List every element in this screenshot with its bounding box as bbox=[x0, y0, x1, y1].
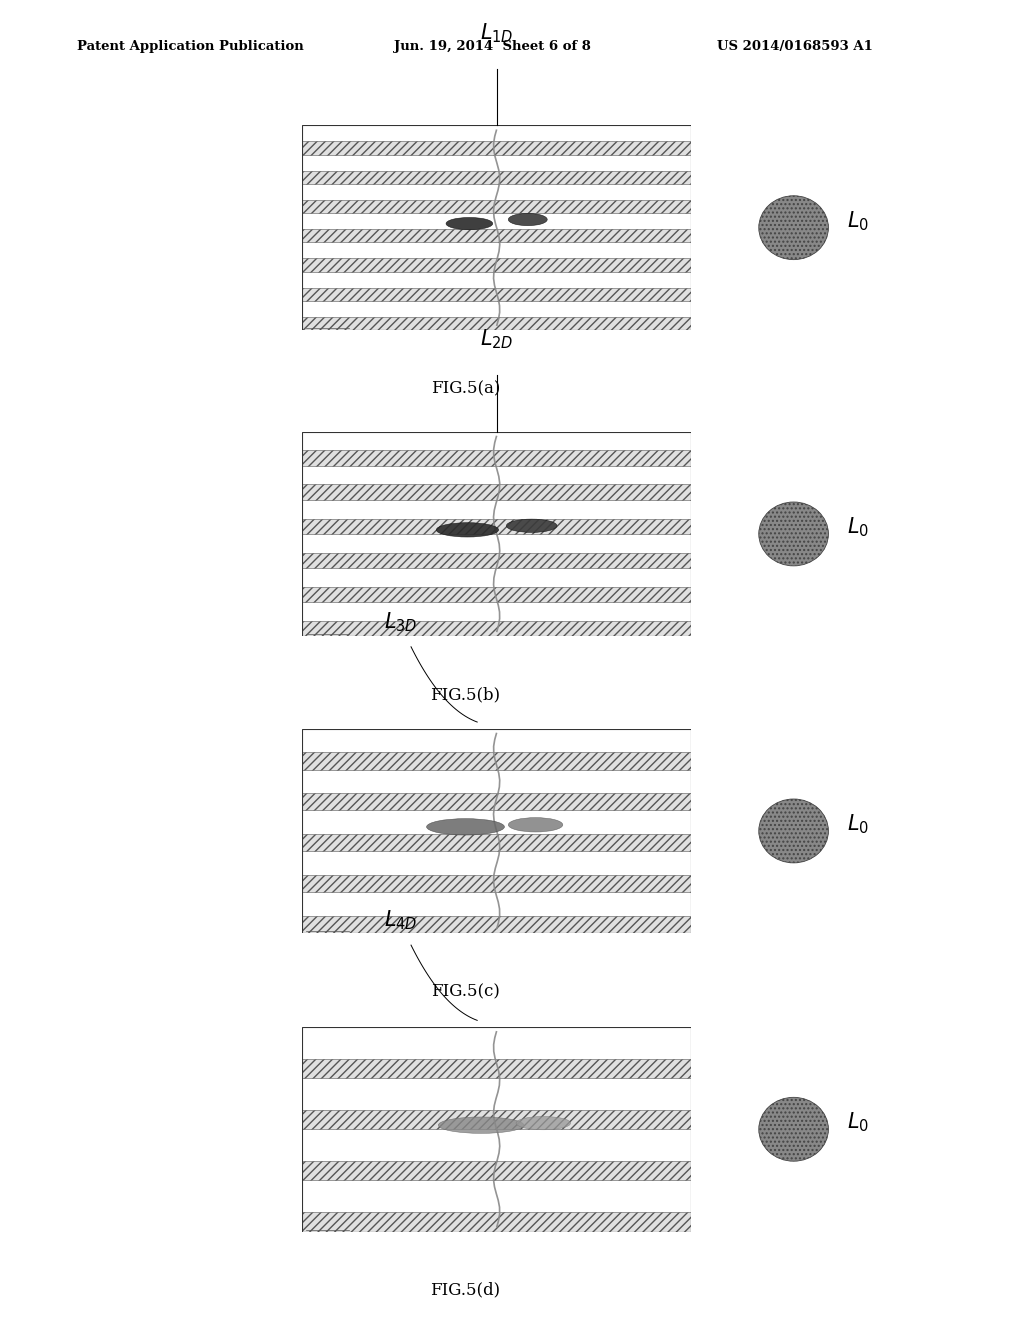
Bar bbox=[302, 484, 691, 500]
Ellipse shape bbox=[508, 817, 563, 832]
Text: Patent Application Publication: Patent Application Publication bbox=[77, 40, 303, 53]
Bar bbox=[302, 317, 691, 330]
Bar bbox=[302, 1162, 691, 1180]
Bar bbox=[302, 1212, 691, 1232]
Bar bbox=[302, 1110, 691, 1129]
Text: $L_{3D}$: $L_{3D}$ bbox=[384, 610, 417, 634]
Bar bbox=[302, 230, 691, 243]
Text: US 2014/0168593 A1: US 2014/0168593 A1 bbox=[717, 40, 872, 53]
Text: $L_0$: $L_0$ bbox=[847, 516, 868, 539]
Ellipse shape bbox=[759, 195, 828, 260]
Ellipse shape bbox=[516, 1117, 570, 1130]
Text: FIG.5(b): FIG.5(b) bbox=[430, 686, 501, 704]
Text: Jun. 19, 2014  Sheet 6 of 8: Jun. 19, 2014 Sheet 6 of 8 bbox=[394, 40, 591, 53]
Text: FIG.5(a): FIG.5(a) bbox=[431, 380, 500, 397]
Ellipse shape bbox=[759, 1097, 828, 1162]
Bar bbox=[302, 450, 691, 466]
Text: $L_0$: $L_0$ bbox=[847, 1111, 868, 1134]
Bar bbox=[302, 916, 691, 933]
Bar bbox=[302, 170, 691, 183]
Text: $L_{4D}$: $L_{4D}$ bbox=[384, 908, 418, 932]
Bar bbox=[302, 620, 691, 636]
Ellipse shape bbox=[759, 502, 828, 566]
Text: $L_{2D}$: $L_{2D}$ bbox=[480, 327, 513, 351]
Bar bbox=[302, 793, 691, 810]
Bar bbox=[302, 141, 691, 154]
Ellipse shape bbox=[508, 214, 547, 226]
Bar bbox=[302, 519, 691, 535]
Text: $L_{1D}$: $L_{1D}$ bbox=[480, 21, 513, 45]
Ellipse shape bbox=[759, 799, 828, 863]
Bar bbox=[302, 834, 691, 851]
Ellipse shape bbox=[438, 1117, 524, 1134]
Bar bbox=[302, 1059, 691, 1078]
Bar bbox=[302, 752, 691, 770]
Bar bbox=[302, 259, 691, 272]
Bar bbox=[302, 875, 691, 892]
Ellipse shape bbox=[446, 218, 493, 230]
Text: FIG.5(d): FIG.5(d) bbox=[430, 1282, 501, 1299]
Bar bbox=[302, 553, 691, 568]
Text: $L_0$: $L_0$ bbox=[847, 210, 868, 232]
Bar bbox=[302, 288, 691, 301]
Ellipse shape bbox=[436, 523, 499, 537]
Bar bbox=[302, 587, 691, 602]
Ellipse shape bbox=[506, 519, 557, 532]
Text: FIG.5(c): FIG.5(c) bbox=[431, 983, 500, 1001]
Bar bbox=[302, 199, 691, 213]
Ellipse shape bbox=[427, 818, 505, 836]
Text: $L_0$: $L_0$ bbox=[847, 813, 868, 836]
